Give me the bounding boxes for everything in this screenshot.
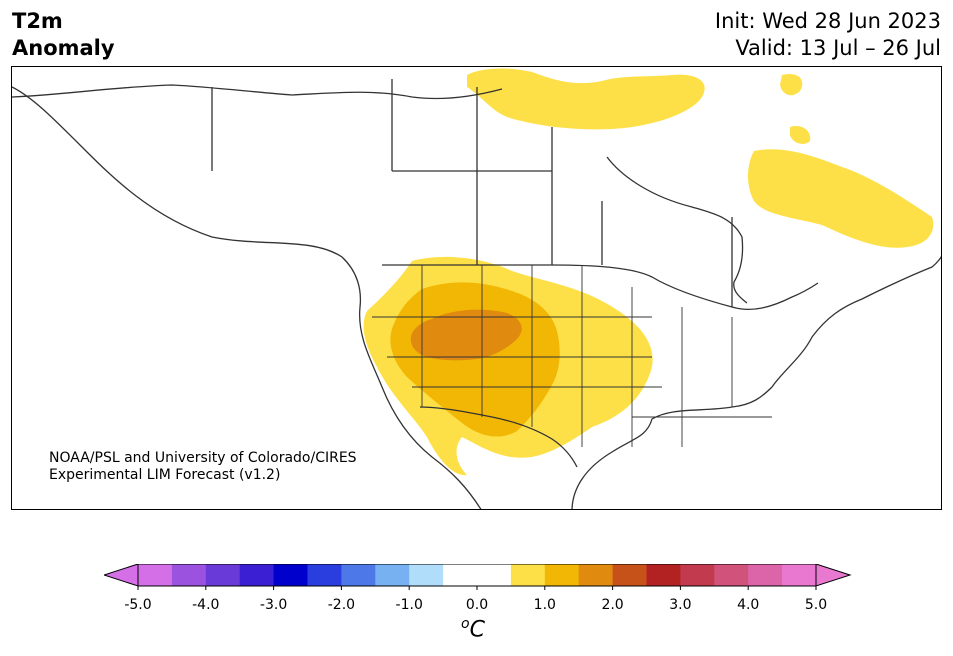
- colorbar-tick-label: -4.0: [192, 597, 219, 613]
- border-us-canada: [381, 264, 819, 310]
- colorbar-cell: [239, 564, 275, 586]
- colorbar-cell: [646, 564, 681, 586]
- colorbar-max-arrow: [815, 564, 852, 587]
- colorbar-cell: [171, 564, 207, 586]
- credit-line-2: Experimental LIM Forecast (v1.2): [49, 467, 281, 483]
- colorbar-tick-label: -5.0: [124, 597, 151, 613]
- colorbar-tick-labels: -5.0 -4.0 -3.0 -2.0 -1.0 0.0 1.0 2.0 3.0 4.0 5.0: [124, 586, 827, 613]
- colorbar-cell: [375, 564, 410, 586]
- anomaly-area-baffin: [790, 125, 811, 144]
- forecast-dates: Init: Wed 28 Jun 2023 Valid: 13 Jul – 26…: [715, 8, 941, 62]
- map-title: T2m Anomaly: [12, 8, 115, 62]
- map-canvas: [12, 68, 941, 509]
- colorbar-cell: [307, 564, 342, 586]
- valid-range: Valid: 13 Jul – 26 Jul: [735, 36, 941, 60]
- anomaly-shading: [363, 68, 934, 476]
- coastline-atlantic: [771, 255, 941, 388]
- map-borders: [12, 79, 941, 509]
- anomaly-area-arctic: [467, 68, 705, 130]
- colorbar-min-arrow: [104, 564, 139, 587]
- colorbar-cell: [510, 564, 546, 586]
- init-date: Init: Wed 28 Jun 2023: [714, 9, 941, 33]
- colorbar-tick-label: 2.0: [601, 597, 623, 613]
- colorbar-cells: [138, 564, 817, 586]
- credit-text: NOAA/PSL and University of Colorado/CIRE…: [49, 450, 357, 484]
- coastline-pacific: [12, 86, 482, 509]
- colorbar-tick-label: 5.0: [805, 597, 827, 613]
- colorbar-cell: [578, 564, 614, 586]
- anomaly-area-greenland-edge: [780, 73, 803, 96]
- colorbar-tick-label: 3.0: [669, 597, 691, 613]
- state-lines: [372, 265, 772, 447]
- coastline-gulf: [571, 386, 773, 509]
- colorbar-cell: [748, 564, 783, 586]
- colorbar-tick-label: -2.0: [328, 597, 355, 613]
- title-variable: T2m: [12, 9, 63, 33]
- map-panel: [11, 66, 942, 510]
- colorbar-tick-label: -3.0: [260, 597, 287, 613]
- colorbar-unit: oC: [461, 616, 485, 642]
- border-us-mexico: [419, 406, 578, 468]
- colorbar-cell: [443, 564, 478, 586]
- province-lines: [211, 79, 733, 307]
- title-anomaly: Anomaly: [12, 36, 115, 60]
- colorbar-cell: [680, 564, 715, 586]
- colorbar-cell: [341, 564, 376, 586]
- colorbar-cell: [782, 564, 817, 586]
- colorbar-tick-label: -1.0: [396, 597, 423, 613]
- coastline-arctic: [12, 84, 503, 100]
- colorbar-tick-label: 0.0: [466, 597, 488, 613]
- unit-symbol: C: [469, 617, 485, 643]
- colorbar-cell: [612, 564, 647, 586]
- unit-degree: o: [461, 616, 470, 632]
- colorbar-tick-label: 4.0: [737, 597, 759, 613]
- colorbar-cell: [138, 564, 173, 586]
- anomaly-area-quebec: [748, 149, 934, 248]
- colorbar-cell: [477, 564, 512, 586]
- colorbar-cell: [205, 564, 241, 586]
- anomaly-area-western-us-level3: [410, 309, 522, 361]
- credit-line-1: NOAA/PSL and University of Colorado/CIRE…: [49, 450, 357, 466]
- coastline-hudson-bay: [606, 156, 748, 304]
- colorbar-cell: [714, 564, 749, 586]
- colorbar-cell: [273, 564, 308, 586]
- colorbar-tick-label: 1.0: [534, 597, 556, 613]
- colorbar: -5.0 -4.0 -3.0 -2.0 -1.0 0.0 1.0 2.0 3.0 4.0 5.0: [104, 564, 852, 613]
- colorbar-cell: [409, 564, 444, 586]
- colorbar-cell: [544, 564, 580, 586]
